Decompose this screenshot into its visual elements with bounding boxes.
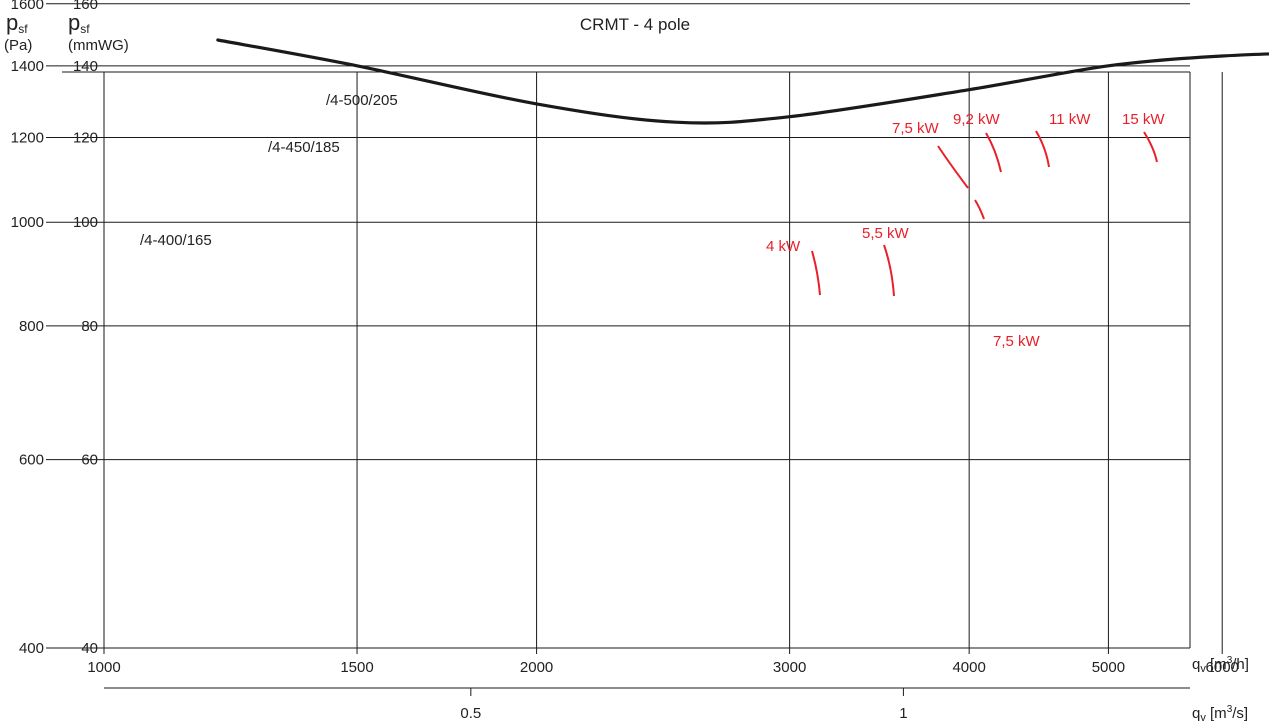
x-label-m3s-sup: 3 bbox=[1227, 704, 1233, 715]
y-label-pa-main: p bbox=[6, 10, 18, 35]
y-label-mmwg-main: p bbox=[68, 10, 80, 35]
y-tick-label-pa: 1200 bbox=[11, 129, 44, 146]
y-tick-label-pa: 1000 bbox=[11, 214, 44, 231]
x-label-m3s: qv [m3/s] bbox=[1192, 704, 1248, 724]
x-label-m3h-sub: v bbox=[1200, 663, 1206, 675]
y-tick-label-pa: 1600 bbox=[11, 0, 44, 13]
x-tick-label-m3s: 0.5 bbox=[460, 705, 481, 722]
y-tick-label-mmwg: 160 bbox=[73, 0, 98, 13]
x-tick-label-m3h: 1500 bbox=[340, 659, 373, 676]
y-tick-label-pa: 600 bbox=[19, 452, 44, 469]
motor-power-label: 5,5 kW bbox=[862, 225, 910, 242]
motor-power-marker bbox=[937, 145, 985, 220]
x-tick-label-m3h: 4000 bbox=[952, 659, 985, 676]
y-label-mmwg-unit: (mmWG) bbox=[68, 37, 129, 54]
x-tick-label-m3h: 3000 bbox=[773, 659, 806, 676]
motor-power-label: 9,2 kW bbox=[953, 111, 1001, 128]
curve-layer bbox=[216, 38, 1269, 297]
y-label-pa: psf (Pa) bbox=[4, 10, 32, 54]
x-label-m3s-unit: [m bbox=[1210, 705, 1227, 722]
y-tick-label-mmwg: 120 bbox=[73, 129, 98, 146]
motor-power-marker bbox=[883, 244, 895, 297]
svg-text:psf: psf bbox=[68, 10, 90, 36]
grid-layer bbox=[46, 3, 1223, 696]
motor-power-marker bbox=[811, 250, 821, 296]
y-label-pa-sub: sf bbox=[18, 22, 28, 36]
y-tick-label-mmwg: 80 bbox=[81, 318, 98, 335]
y-label-mmwg-sub: sf bbox=[80, 22, 90, 36]
x-tick-label-m3h: 5000 bbox=[1092, 659, 1125, 676]
x-tick-label-m3h: 1000 bbox=[87, 659, 120, 676]
motor-power-label: 11 kW bbox=[1049, 111, 1091, 128]
y-label-pa-unit: (Pa) bbox=[4, 37, 32, 54]
y-tick-label-mmwg: 100 bbox=[73, 214, 98, 231]
chart-title: CRMT - 4 pole bbox=[580, 15, 690, 34]
x-tick-label-m3h: 6000 bbox=[1206, 659, 1239, 676]
x-tick-label-m3s: 1 bbox=[899, 705, 907, 722]
motor-power-label: 7,5 kW bbox=[892, 120, 940, 137]
fan-curve-label: /4-450/185 bbox=[268, 139, 340, 156]
y-tick-label-mmwg: 40 bbox=[81, 640, 98, 657]
x-tick-label-m3h: 2000 bbox=[520, 659, 553, 676]
label-layer: 1000150020003000400050006000800010000120… bbox=[11, 0, 1239, 722]
fan-curve-label: /4-500/205 bbox=[326, 92, 398, 109]
y-tick-label-pa: 400 bbox=[19, 640, 44, 657]
y-tick-label-mmwg: 140 bbox=[73, 58, 98, 75]
x-label-m3s-unit-end: /s] bbox=[1232, 705, 1248, 722]
x-label-m3h-main: q bbox=[1192, 656, 1200, 673]
motor-power-marker bbox=[1035, 130, 1050, 168]
y-tick-label-pa: 800 bbox=[19, 318, 44, 335]
x-label-m3h: qv [m3/h] bbox=[1192, 655, 1249, 675]
svg-text:qv [m3/s]: qv [m3/s] bbox=[1192, 704, 1248, 724]
x-label-m3h-sup: 3 bbox=[1227, 655, 1233, 666]
x-label-m3h-unit: [m bbox=[1210, 656, 1227, 673]
fan-curve-2 bbox=[216, 38, 1269, 125]
motor-power-marker bbox=[1143, 131, 1158, 163]
y-label-mmwg: psf (mmWG) bbox=[68, 10, 129, 54]
fan-curve-label: /4-400/165 bbox=[140, 232, 212, 249]
x-label-m3s-main: q bbox=[1192, 705, 1200, 722]
motor-power-label: 15 kW bbox=[1122, 111, 1165, 128]
x-label-m3h-unit-end: /h] bbox=[1232, 656, 1249, 673]
x-label-m3s-sub: v bbox=[1200, 712, 1206, 724]
svg-text:psf: psf bbox=[6, 10, 28, 36]
motor-power-label: 7,5 kW bbox=[993, 333, 1041, 350]
motor-power-label: 4 kW bbox=[766, 238, 801, 255]
svg-text:qv [m3/h]: qv [m3/h] bbox=[1192, 655, 1249, 675]
motor-power-marker bbox=[985, 132, 1002, 173]
y-tick-label-mmwg: 60 bbox=[81, 452, 98, 469]
y-tick-label-pa: 1400 bbox=[11, 58, 44, 75]
